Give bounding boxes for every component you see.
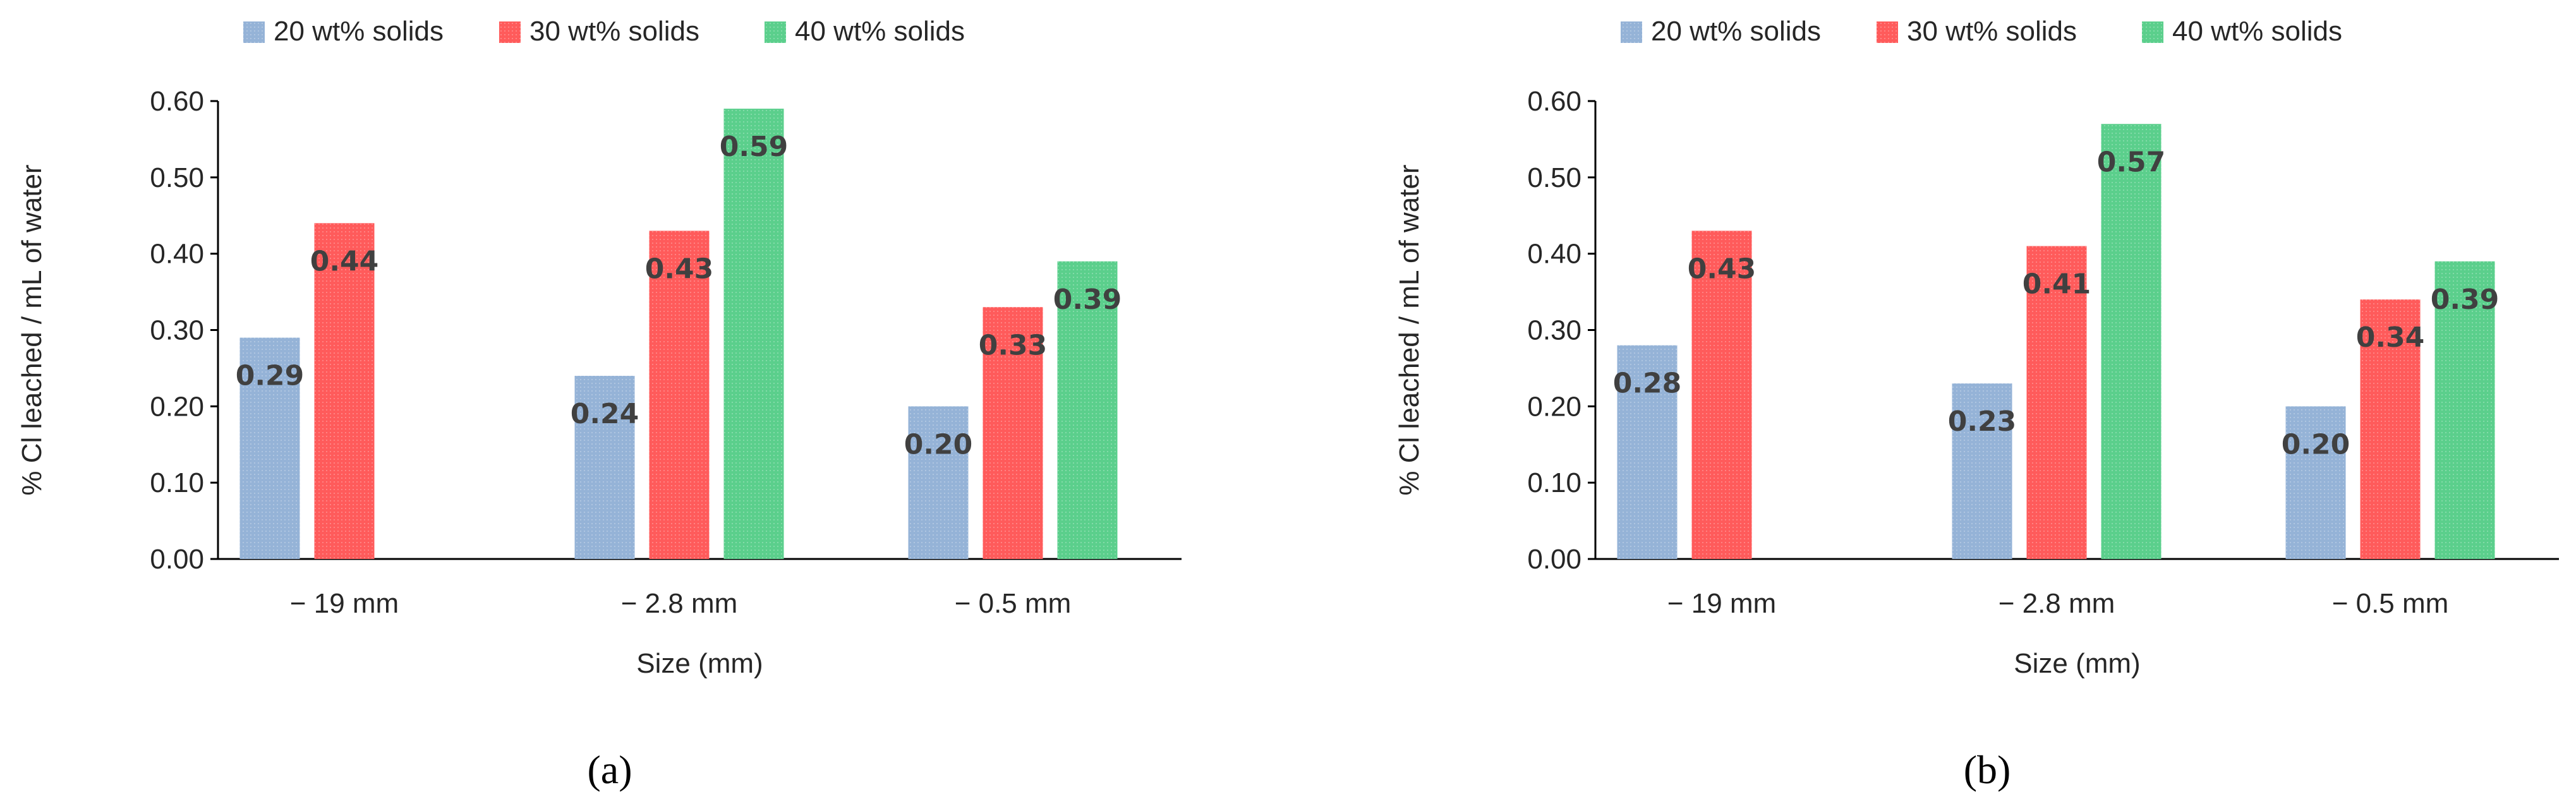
bar-b-2-3 — [2360, 299, 2421, 559]
bar-b-3-2 — [2101, 124, 2162, 559]
legend-label-2: 30 wt% solids — [1907, 16, 2077, 47]
bar-a-3-2 — [723, 109, 784, 560]
data-label: 0.39 — [2431, 284, 2500, 316]
bar-a-1-2 — [574, 376, 635, 559]
legend-label-3: 40 wt% solids — [2172, 16, 2342, 47]
panel-label: (a) — [587, 747, 632, 792]
x-axis-title: Size (mm) — [2014, 648, 2140, 679]
y-tick-label: 0.10 — [150, 467, 204, 498]
y-tick-label: 0.00 — [1527, 544, 1581, 575]
legend-label-1: 20 wt% solids — [1651, 16, 1821, 47]
data-label: 0.34 — [2356, 321, 2425, 354]
y-tick-label: 0.30 — [1527, 315, 1581, 346]
data-label: 0.20 — [2282, 428, 2350, 460]
bar-a-1-3 — [908, 406, 969, 559]
y-tick-label: 0.00 — [150, 544, 204, 575]
y-axis-title: % Cl leached / mL of water — [1394, 164, 1425, 495]
legend-swatch-3 — [765, 21, 786, 43]
data-label: 0.59 — [720, 131, 789, 163]
bar-b-1-2 — [1952, 383, 2012, 559]
legend-swatch-1 — [1621, 21, 1642, 43]
data-label: 0.28 — [1613, 368, 1682, 400]
y-tick-label: 0.10 — [1527, 467, 1581, 498]
x-tick-label: − 2.8 mm — [1999, 588, 2115, 619]
bar-a-3-3 — [1057, 261, 1118, 559]
data-label: 0.43 — [645, 253, 714, 285]
legend-label-2: 30 wt% solids — [529, 16, 699, 47]
y-tick-label: 0.20 — [1527, 391, 1581, 422]
legend-swatch-2 — [499, 21, 521, 43]
y-tick-label: 0.40 — [150, 239, 204, 270]
legend-swatch-3 — [2142, 21, 2163, 43]
bar-a-2-3 — [983, 307, 1043, 559]
legend-swatch-1 — [243, 21, 265, 43]
y-tick-label: 0.60 — [150, 86, 204, 117]
y-tick-label: 0.20 — [150, 391, 204, 422]
y-axis-title: % Cl leached / mL of water — [16, 164, 47, 495]
data-label: 0.44 — [310, 245, 379, 277]
data-label: 0.20 — [904, 428, 973, 460]
x-tick-label: − 19 mm — [1667, 588, 1776, 619]
bar-b-2-1 — [1691, 231, 1752, 560]
chart-panel-a: 20 wt% solids 30 wt% solids 40 wt% solids 0… — [16, 16, 1182, 792]
data-label: 0.43 — [1688, 253, 1757, 285]
bar-a-1-1 — [239, 337, 300, 559]
y-tick-label: 0.50 — [150, 162, 204, 193]
legend-swatch-2 — [1877, 21, 1898, 43]
legend-label-3: 40 wt% solids — [795, 16, 965, 47]
bar-b-1-3 — [2285, 406, 2346, 559]
x-tick-label: − 0.5 mm — [2332, 588, 2449, 619]
data-label: 0.39 — [1053, 284, 1122, 316]
bar-a-2-1 — [314, 223, 375, 559]
panel-label: (b) — [1964, 747, 2011, 792]
x-axis-title: Size (mm) — [636, 648, 763, 679]
chart-panel-b: 20 wt% solids 30 wt% solids 40 wt% solids 0… — [1394, 16, 2559, 792]
y-tick-label: 0.50 — [1527, 162, 1581, 193]
x-tick-label: − 19 mm — [290, 588, 399, 619]
x-tick-label: − 2.8 mm — [621, 588, 738, 619]
y-tick-label: 0.40 — [1527, 239, 1581, 270]
bar-b-1-1 — [1617, 345, 1678, 559]
data-label: 0.23 — [1948, 406, 2017, 438]
y-tick-label: 0.60 — [1527, 86, 1581, 117]
data-label: 0.41 — [2023, 268, 2091, 301]
legend-label-1: 20 wt% solids — [274, 16, 444, 47]
data-label: 0.57 — [2097, 146, 2166, 178]
bar-b-2-2 — [2026, 246, 2087, 559]
data-label: 0.29 — [236, 360, 305, 392]
bar-a-2-2 — [649, 231, 710, 560]
y-tick-label: 0.30 — [150, 315, 204, 346]
x-tick-label: − 0.5 mm — [955, 588, 1072, 619]
data-label: 0.24 — [571, 398, 639, 430]
data-label: 0.33 — [979, 329, 1048, 361]
bar-b-3-3 — [2434, 261, 2495, 559]
